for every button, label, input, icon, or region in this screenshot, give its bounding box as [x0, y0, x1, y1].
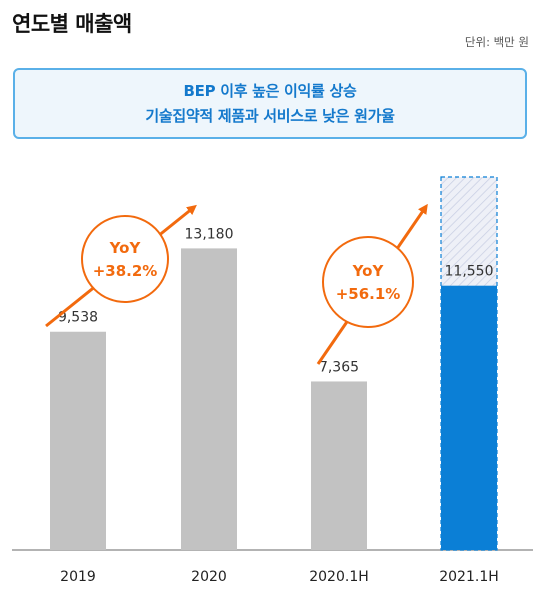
banner-line-1: BEP 이후 높은 이익률 상승	[183, 81, 357, 100]
x-tick-label: 2021.1H	[439, 569, 499, 585]
yoy-badge	[322, 236, 414, 328]
value-label: 13,180	[185, 226, 234, 242]
banner-line-2: 기술집약적 제품과 서비스로 낮은 원가율	[145, 106, 395, 125]
x-tick-label: 2020.1H	[309, 569, 369, 585]
chart-title: 연도별 매출액	[12, 12, 132, 36]
yoy-title: YoY	[109, 239, 142, 257]
summary-banner: BEP 이후 높은 이익률 상승 기술집약적 제품과 서비스로 낮은 원가율	[13, 68, 527, 139]
bar-2020.1H	[311, 381, 367, 550]
bar-2019	[50, 331, 106, 550]
yoy-title: YoY	[352, 262, 385, 280]
bar-2021.1H	[441, 285, 497, 550]
x-tick-label: 2019	[60, 569, 96, 585]
unit-label: 단위: 백만 원	[464, 35, 529, 49]
value-label: 7,365	[319, 359, 359, 375]
yoy-value: +38.2%	[93, 262, 158, 280]
x-tick-label: 2020	[191, 569, 227, 585]
yoy-badge	[81, 215, 169, 303]
bar-2020	[181, 248, 237, 551]
yoy-annotation: YoY +38.2%	[45, 204, 197, 328]
value-label: 9,538	[58, 310, 98, 326]
yoy-annotation: YoY +56.1%	[316, 203, 428, 365]
yoy-value: +56.1%	[336, 285, 401, 303]
value-label: 11,550	[445, 264, 494, 280]
bar-chart: 9,538 2019 13,180 2020 7,365 2020.1H 11,550 202…	[12, 176, 533, 585]
